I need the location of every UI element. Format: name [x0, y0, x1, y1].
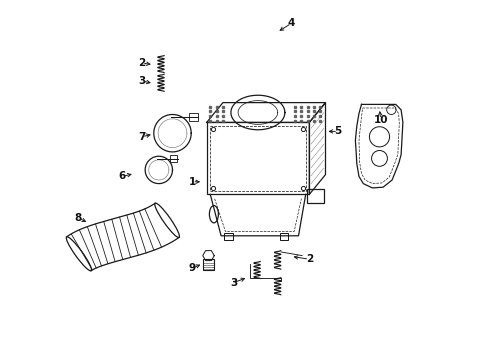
Text: 3: 3: [138, 76, 145, 86]
Text: 10: 10: [372, 114, 387, 125]
Bar: [224, 233, 232, 240]
Bar: [307, 189, 323, 203]
Bar: [279, 233, 288, 240]
Text: 8: 8: [74, 213, 81, 223]
Bar: [203, 259, 213, 270]
Text: 3: 3: [230, 278, 237, 288]
Bar: [170, 156, 177, 162]
Text: 2: 2: [138, 58, 145, 68]
Text: 4: 4: [287, 18, 294, 28]
Text: 9: 9: [188, 263, 196, 273]
Bar: [206, 122, 309, 194]
Text: 6: 6: [118, 171, 125, 181]
Text: 5: 5: [334, 126, 341, 136]
Bar: [189, 113, 197, 121]
Text: 7: 7: [138, 132, 145, 142]
Bar: [210, 126, 305, 191]
Text: 1: 1: [188, 177, 196, 187]
Text: 2: 2: [305, 254, 312, 264]
